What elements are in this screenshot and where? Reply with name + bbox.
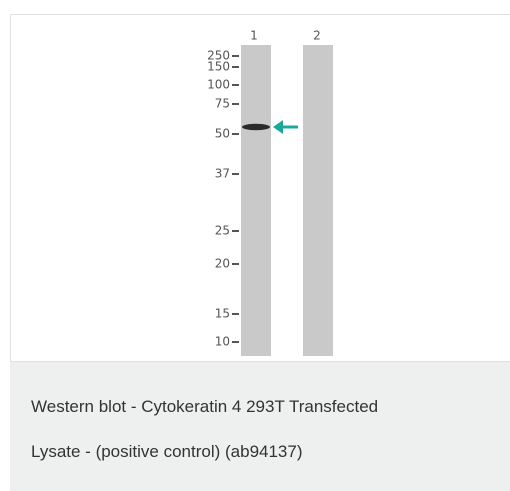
lane-label: 1: [250, 29, 258, 43]
caption-line: Lysate - (positive control) (ab94137): [31, 442, 303, 462]
marker-label: 20: [215, 257, 230, 271]
lane-2: [303, 45, 333, 356]
marker-label: 50: [215, 127, 230, 141]
page: 1 2 25015010075503725201510 Western blot…: [0, 0, 510, 491]
lane-label: 2: [313, 29, 321, 43]
marker-label: 37: [215, 167, 230, 181]
marker-label: 10: [215, 335, 230, 349]
band: [242, 124, 270, 130]
marker-label: 15: [215, 307, 230, 321]
marker-label: 150: [207, 60, 230, 74]
arrow: [273, 120, 298, 134]
caption: Western blot - Cytokeratin 4 293T Transf…: [10, 362, 510, 491]
lane-1: [241, 45, 271, 356]
marker-label: 100: [207, 78, 230, 92]
caption-line: Western blot - Cytokeratin 4 293T Transf…: [31, 397, 378, 417]
marker-label: 75: [215, 97, 230, 111]
marker-label: 25: [215, 224, 230, 238]
